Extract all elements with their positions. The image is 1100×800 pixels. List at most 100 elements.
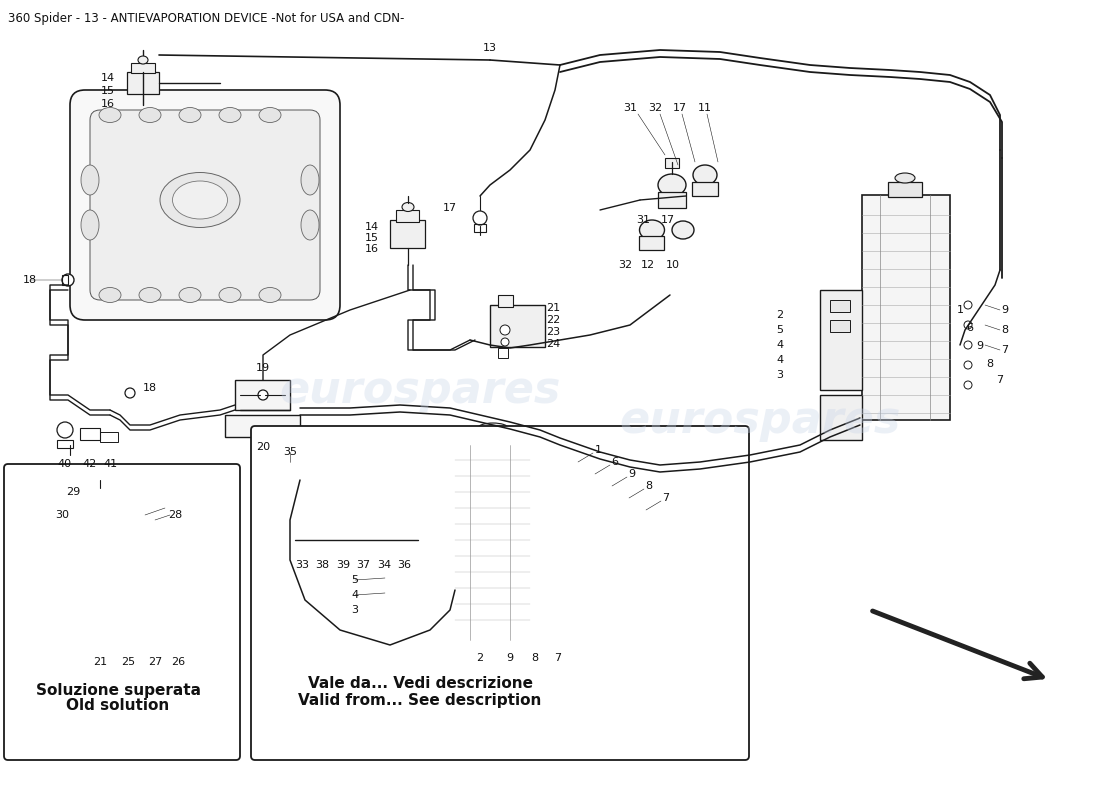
Bar [666, 158, 679, 168]
Text: 8: 8 [531, 653, 539, 663]
Text: 35: 35 [283, 447, 297, 457]
Circle shape [57, 422, 73, 438]
Bar [226, 415, 300, 437]
Circle shape [500, 325, 510, 335]
Circle shape [301, 536, 309, 544]
Bar [110, 595, 130, 603]
Bar [110, 578, 130, 586]
Bar [126, 72, 160, 94]
Text: 34: 34 [377, 560, 392, 570]
Text: eurospares: eurospares [279, 369, 561, 411]
Circle shape [385, 575, 395, 585]
Ellipse shape [219, 107, 241, 122]
Text: 12: 12 [641, 260, 656, 270]
Bar [396, 210, 419, 222]
Bar [95, 485, 104, 495]
Bar [820, 395, 862, 440]
Circle shape [564, 486, 572, 494]
Circle shape [964, 341, 972, 349]
Bar [131, 63, 155, 73]
Bar [455, 445, 530, 640]
Text: 3: 3 [777, 370, 783, 380]
Text: 9: 9 [628, 469, 636, 479]
Text: 27: 27 [147, 657, 162, 667]
Bar [82, 522, 97, 532]
Text: 6: 6 [967, 323, 974, 333]
Circle shape [964, 361, 972, 369]
Bar [455, 540, 530, 560]
Text: 8: 8 [1001, 325, 1009, 335]
Circle shape [500, 338, 509, 346]
Bar [540, 570, 595, 625]
Bar [658, 192, 686, 208]
Text: 4: 4 [777, 340, 783, 350]
Text: 8: 8 [646, 481, 652, 491]
Circle shape [336, 536, 344, 544]
Bar [100, 568, 185, 613]
Text: 1: 1 [594, 445, 602, 455]
Ellipse shape [112, 546, 128, 558]
Text: 9: 9 [977, 341, 983, 351]
Text: 6: 6 [612, 457, 618, 467]
Text: 7: 7 [997, 375, 1003, 385]
Text: 38: 38 [315, 560, 329, 570]
Ellipse shape [139, 107, 161, 122]
FancyBboxPatch shape [4, 464, 240, 760]
Bar [820, 290, 862, 390]
Circle shape [125, 388, 135, 398]
Ellipse shape [402, 202, 414, 211]
Bar [86, 548, 114, 564]
Bar [540, 475, 595, 565]
Bar [830, 300, 850, 312]
Bar [888, 182, 922, 197]
Circle shape [314, 536, 322, 544]
Text: 21: 21 [92, 657, 107, 667]
Text: Old solution: Old solution [66, 698, 169, 714]
Text: 7: 7 [1001, 345, 1009, 355]
Bar [57, 440, 73, 448]
FancyBboxPatch shape [90, 110, 320, 300]
Text: 37: 37 [356, 560, 370, 570]
Ellipse shape [258, 107, 280, 122]
Ellipse shape [398, 534, 412, 546]
Ellipse shape [258, 287, 280, 302]
Bar [390, 220, 425, 248]
Ellipse shape [307, 531, 329, 549]
Bar [639, 236, 664, 250]
Bar [282, 480, 298, 490]
FancyBboxPatch shape [70, 90, 340, 320]
Ellipse shape [99, 287, 121, 302]
Text: 5: 5 [352, 575, 359, 585]
Circle shape [564, 521, 572, 529]
Text: 5: 5 [777, 325, 783, 335]
Ellipse shape [99, 107, 121, 122]
Circle shape [280, 462, 300, 482]
Text: 360 Spider - 13 - ANTIEVAPORATION DEVICE -Not for USA and CDN-: 360 Spider - 13 - ANTIEVAPORATION DEVICE… [8, 12, 405, 25]
Bar [498, 295, 513, 307]
Ellipse shape [334, 528, 366, 552]
Ellipse shape [301, 210, 319, 240]
Text: 16: 16 [365, 244, 380, 254]
Text: 26: 26 [170, 657, 185, 667]
Text: 3: 3 [352, 605, 359, 615]
Text: 10: 10 [666, 260, 680, 270]
Text: Vale da... Vedi descrizione: Vale da... Vedi descrizione [308, 677, 532, 691]
Bar [116, 505, 175, 540]
Ellipse shape [139, 287, 161, 302]
Circle shape [94, 488, 106, 500]
Ellipse shape [693, 165, 717, 185]
Text: 18: 18 [143, 383, 157, 393]
Text: 17: 17 [661, 215, 675, 225]
Text: 22: 22 [546, 315, 560, 325]
Bar [95, 620, 140, 650]
Text: 28: 28 [168, 510, 183, 520]
Circle shape [326, 536, 334, 544]
Text: 21: 21 [546, 303, 560, 313]
Text: 15: 15 [365, 233, 380, 243]
Text: Valid from... See description: Valid from... See description [298, 693, 541, 707]
Text: 15: 15 [101, 86, 116, 96]
Text: 32: 32 [618, 260, 632, 270]
Text: 19: 19 [256, 363, 271, 373]
Circle shape [564, 504, 572, 512]
Ellipse shape [81, 165, 99, 195]
